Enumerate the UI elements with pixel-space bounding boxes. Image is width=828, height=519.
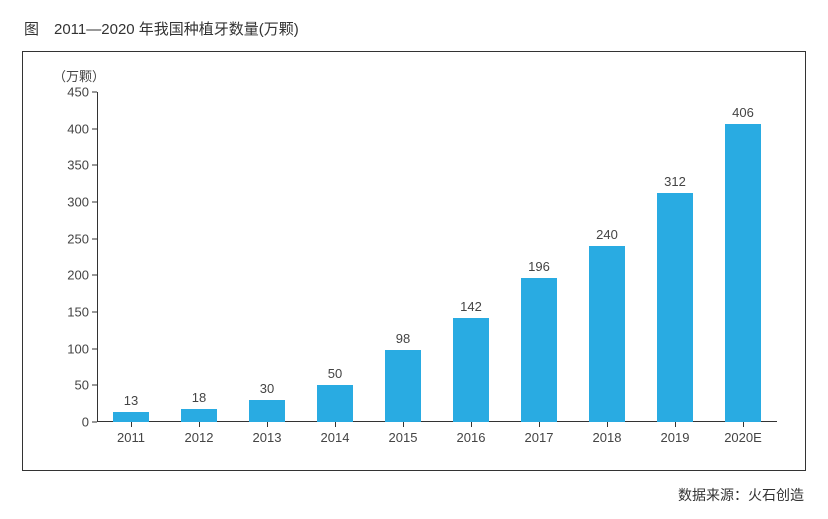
y-tick-mark [92, 165, 97, 166]
bar-group: 98 [369, 331, 437, 422]
x-tick-label: 2013 [233, 430, 301, 445]
bar [249, 400, 285, 422]
bar-group: 240 [573, 227, 641, 422]
x-tick-mark [335, 422, 336, 427]
bar-group: 50 [301, 366, 369, 422]
plot-area: 050100150200250300350400450 131830509814… [97, 92, 777, 422]
bar-value-label: 18 [192, 390, 206, 405]
bar [181, 409, 217, 422]
y-tick-mark [92, 128, 97, 129]
y-tick-label: 450 [67, 85, 89, 100]
bar [453, 318, 489, 422]
bar-value-label: 312 [664, 174, 686, 189]
x-tick-mark [471, 422, 472, 427]
bar-group: 13 [97, 393, 165, 422]
x-tick-label: 2018 [573, 430, 641, 445]
y-tick-label: 250 [67, 231, 89, 246]
x-tick-mark [267, 422, 268, 427]
y-axis-line [97, 92, 98, 422]
y-tick-label: 200 [67, 268, 89, 283]
y-tick-label: 400 [67, 121, 89, 136]
bar-group: 196 [505, 259, 573, 422]
x-tick-label: 2011 [97, 430, 165, 445]
x-tick-mark [675, 422, 676, 427]
bar-group: 18 [165, 390, 233, 422]
x-tick-label: 2017 [505, 430, 573, 445]
x-tick-mark [403, 422, 404, 427]
x-tick-mark [539, 422, 540, 427]
x-tick-mark [607, 422, 608, 427]
x-tick-mark [131, 422, 132, 427]
bar [385, 350, 421, 422]
bar [725, 124, 761, 422]
bar-group: 406 [709, 105, 777, 422]
bar-group: 312 [641, 174, 709, 422]
y-tick-mark [92, 385, 97, 386]
y-tick-mark [92, 238, 97, 239]
x-tick-label: 2020E [709, 430, 777, 445]
y-tick-label: 50 [75, 378, 89, 393]
y-tick-mark [92, 275, 97, 276]
bar-value-label: 240 [596, 227, 618, 242]
bar [317, 385, 353, 422]
bar-value-label: 13 [124, 393, 138, 408]
bar [521, 278, 557, 422]
y-tick-label: 350 [67, 158, 89, 173]
bar-value-label: 142 [460, 299, 482, 314]
x-tick-label: 2015 [369, 430, 437, 445]
bar-value-label: 406 [732, 105, 754, 120]
x-tick-label: 2019 [641, 430, 709, 445]
bar-value-label: 196 [528, 259, 550, 274]
bar [657, 193, 693, 422]
x-tick-label: 2012 [165, 430, 233, 445]
x-tick-label: 2014 [301, 430, 369, 445]
chart-title: 图 2011—2020 年我国种植牙数量(万颗) [24, 18, 806, 39]
y-axis-unit: （万颗） [53, 66, 105, 85]
bar-group: 30 [233, 381, 301, 422]
y-tick-label: 0 [82, 415, 89, 430]
bar [113, 412, 149, 422]
y-tick-label: 300 [67, 195, 89, 210]
y-tick-mark [92, 202, 97, 203]
bar-group: 142 [437, 299, 505, 422]
x-tick-mark [199, 422, 200, 427]
x-tick-mark [743, 422, 744, 427]
chart-frame: （万颗） 0 50 100 150 200 250 300 350 400 450 13 18 30 5… [22, 51, 806, 471]
bar-value-label: 30 [260, 381, 274, 396]
y-tick-mark [92, 92, 97, 93]
bar-value-label: 50 [328, 366, 342, 381]
y-tick-mark [92, 348, 97, 349]
y-tick-label: 100 [67, 341, 89, 356]
bar-value-label: 98 [396, 331, 410, 346]
bar [589, 246, 625, 422]
y-tick-label: 150 [67, 305, 89, 320]
x-tick-label: 2016 [437, 430, 505, 445]
y-tick-mark [92, 312, 97, 313]
data-source: 数据来源：火石创造 [22, 485, 804, 505]
